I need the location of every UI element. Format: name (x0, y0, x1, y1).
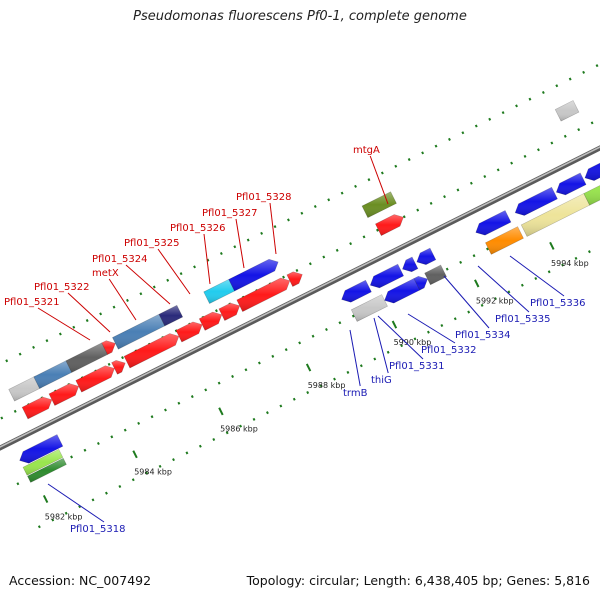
map-title: Pseudomonas fluorescens Pf0-1, complete … (133, 9, 467, 24)
gene-label-pfl01_5332: Pfl01_5332 (407, 313, 477, 356)
svg-text:Pfl01_5326: Pfl01_5326 (170, 223, 226, 234)
svg-text:Pfl01_5331: Pfl01_5331 (389, 361, 445, 372)
feature-orange (485, 226, 524, 255)
guide-line-dotted (37, 250, 591, 529)
svg-text:Pfl01_5335: Pfl01_5335 (495, 314, 551, 325)
gene-label-pfl01_5334: Pfl01_5334 (443, 275, 511, 341)
gene-label-pfl01_5336: Pfl01_5336 (509, 255, 586, 309)
kbp-tick-label: 5994 kbp (551, 259, 589, 268)
feature-red (75, 365, 115, 393)
kbp-tick-label: 5982 kbp (45, 512, 83, 521)
kbp-tick-mark (218, 407, 224, 416)
svg-text:mtgA: mtgA (353, 145, 380, 156)
gene-label-pfl01_5326: Pfl01_5326 (170, 223, 226, 285)
kbp-tick-mark (132, 450, 138, 459)
kbp-tick-label: 5984 kbp (134, 468, 172, 477)
feature-red (375, 214, 404, 236)
feature-darkgrey (424, 264, 447, 286)
feature-lightgreen (22, 448, 64, 476)
feature-blue (475, 210, 512, 236)
feature-red (286, 271, 303, 287)
kbp-tick-mark (305, 363, 312, 372)
feature-olive (361, 191, 397, 219)
svg-text:trmB: trmB (343, 388, 368, 399)
gene-label-metx: metX (92, 268, 137, 321)
svg-text:Pfl01_5322: Pfl01_5322 (34, 282, 90, 293)
feature-red (123, 333, 180, 369)
feature-lightgreen (583, 185, 600, 206)
gene-label-pfl01_5324: Pfl01_5324 (92, 254, 171, 305)
gene-label-pfl01_5325: Pfl01_5325 (124, 238, 191, 295)
gene-label-pfl01_5335: Pfl01_5335 (477, 265, 551, 325)
kbp-tick-mark (42, 494, 49, 504)
feature-blue (584, 162, 600, 181)
guide-line-dotted (5, 64, 599, 363)
kbp-tick-label: 5990 kbp (394, 338, 432, 347)
gene-label-pfl01_5321: Pfl01_5321 (4, 297, 91, 341)
svg-text:Pfl01_5332: Pfl01_5332 (421, 345, 477, 356)
feature-green (27, 457, 67, 483)
feature-red (21, 396, 53, 420)
svg-text:metX: metX (92, 268, 119, 279)
feature-blue (19, 434, 64, 464)
feature-blue (369, 263, 405, 289)
feature-blue (416, 247, 437, 265)
feature-red (48, 383, 80, 406)
svg-text:Pfl01_5336: Pfl01_5336 (530, 298, 586, 309)
kbp-tick-label: 5992 kbp (476, 297, 514, 306)
gene-label-pfl01_5328: Pfl01_5328 (236, 192, 292, 255)
feature-steelblue (33, 360, 73, 389)
kbp-tick-label: 5988 kbp (308, 381, 346, 390)
gene-label-trmb: trmB (343, 329, 368, 399)
feature-red (111, 360, 126, 375)
gene-label-pfl01_5322: Pfl01_5322 (34, 282, 111, 333)
feature-blue (555, 172, 587, 196)
feature-navy (158, 304, 184, 327)
feature-blue (384, 278, 421, 304)
svg-text:Pfl01_5324: Pfl01_5324 (92, 254, 148, 265)
feature-blue (228, 258, 279, 292)
kbp-tick-label: 5986 kbp (220, 425, 258, 434)
genome-backbone (0, 145, 600, 451)
feature-blue (514, 186, 558, 216)
kbp-tick-mark (549, 241, 555, 250)
gene-label-pfl01_5327: Pfl01_5327 (202, 208, 258, 269)
gene-label-pfl01_5318: Pfl01_5318 (47, 483, 126, 535)
feature-grey (554, 100, 580, 122)
gene-label-mtga: mtgA (353, 145, 389, 205)
feature-blue (413, 275, 428, 291)
accession-text: Accession: NC_007492 (9, 573, 152, 588)
feature-red (175, 321, 203, 343)
feature-grey (350, 294, 388, 322)
svg-text:Pfl01_5327: Pfl01_5327 (202, 208, 258, 219)
feature-red (218, 302, 241, 321)
gene-label-pfl01_5331: Pfl01_5331 (377, 315, 445, 372)
svg-text:thiG: thiG (371, 375, 392, 386)
kbp-tick-mark (474, 279, 480, 288)
svg-text:Pfl01_5334: Pfl01_5334 (455, 330, 511, 341)
svg-text:Pfl01_5325: Pfl01_5325 (124, 238, 180, 249)
feature-red (198, 311, 223, 331)
feature-blue (341, 279, 372, 303)
svg-text:Pfl01_5318: Pfl01_5318 (70, 524, 126, 535)
genome-summary: Topology: circular; Length: 6,438,405 bp… (246, 573, 590, 588)
svg-text:Pfl01_5328: Pfl01_5328 (236, 192, 292, 203)
feature-blue (402, 256, 419, 273)
svg-text:Pfl01_5321: Pfl01_5321 (4, 297, 60, 308)
feature-cyan (203, 278, 235, 304)
kbp-tick-mark (391, 320, 398, 329)
feature-red (101, 340, 116, 355)
gene-label-thig: thiG (371, 317, 392, 386)
feature-red (236, 277, 291, 313)
